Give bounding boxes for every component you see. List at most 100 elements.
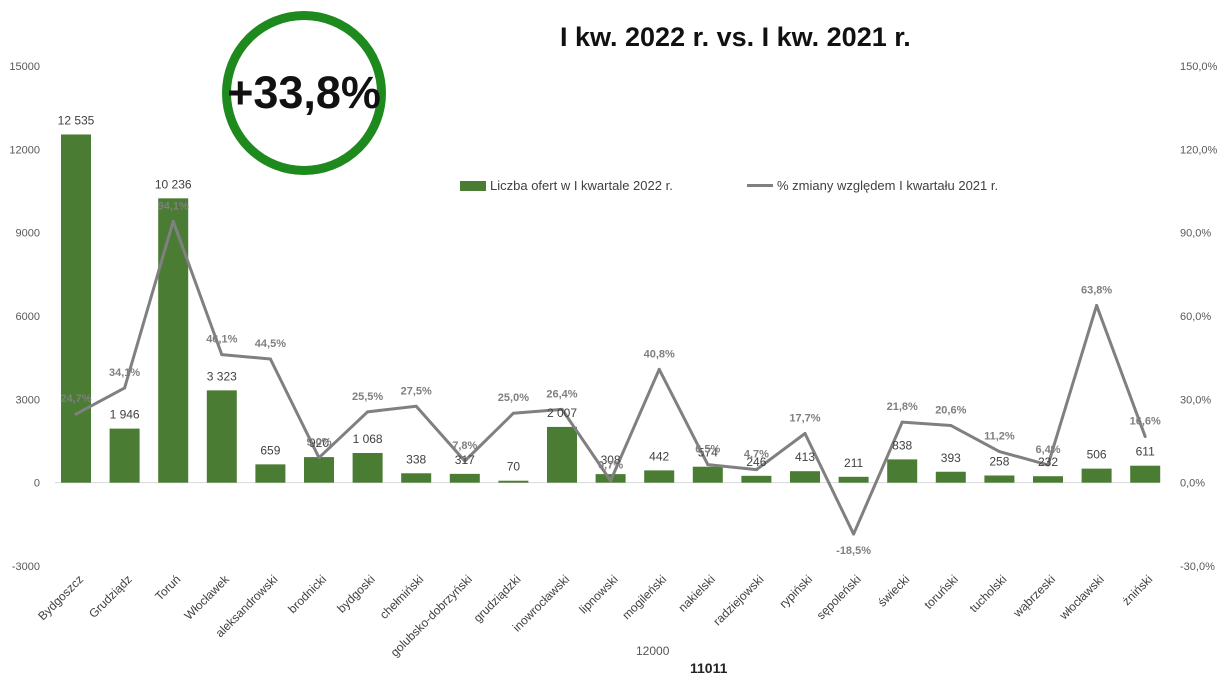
y-left-tick-label: 12000 — [9, 144, 40, 156]
line-point — [123, 386, 127, 390]
line-point — [74, 412, 78, 416]
x-category-label: nakielski — [675, 572, 717, 614]
bar-value-label: 2 007 — [547, 406, 577, 420]
bar-value-label: 317 — [455, 453, 475, 467]
y-right-tick-label: -30,0% — [1180, 561, 1215, 573]
bar — [1130, 465, 1161, 483]
line-value-label: 6,5% — [695, 444, 720, 456]
line-value-label: 46,1% — [206, 334, 237, 346]
line-value-label: 40,8% — [644, 348, 675, 360]
bar-value-label: 1 946 — [110, 408, 140, 422]
x-category-label: włocławski — [1056, 572, 1107, 623]
bar-value-label: 611 — [1136, 445, 1155, 459]
bar-value-label: 442 — [649, 449, 669, 463]
y-right-tick-label: 30,0% — [1180, 394, 1211, 406]
bar — [255, 464, 286, 483]
bar — [935, 471, 966, 483]
bar — [61, 134, 91, 483]
line-point — [997, 450, 1001, 454]
bar-value-label: 413 — [795, 450, 815, 464]
change-badge-value: +33,8% — [227, 67, 381, 118]
y-left-tick-label: 15000 — [9, 61, 40, 73]
bar-value-label: 506 — [1087, 448, 1107, 462]
bar-value-label: 70 — [507, 460, 521, 474]
line-point — [463, 459, 467, 463]
line-value-label: 0,7% — [598, 460, 623, 472]
line-value-label: 21,8% — [887, 401, 918, 413]
line-value-label: 34,1% — [109, 367, 140, 379]
bar-value-label: 12 535 — [58, 113, 95, 127]
bar — [352, 453, 383, 483]
y-left-tick-label: 3000 — [16, 394, 40, 406]
line-value-label: 17,7% — [789, 413, 820, 425]
bar-value-label: 3 323 — [207, 369, 237, 383]
x-category-label: sępoleński — [814, 572, 864, 622]
x-category-label: toruński — [921, 572, 961, 612]
y-right-tick-label: 150,0% — [1180, 61, 1218, 73]
line-point — [511, 411, 515, 415]
y-right-tick-label: 90,0% — [1180, 228, 1211, 240]
bar-value-label: 308 — [601, 453, 621, 467]
x-category-label: Bydgoszcz — [35, 572, 86, 623]
line-point — [803, 432, 807, 435]
bar-value-label: 1 068 — [353, 432, 383, 446]
bar-value-label: 211 — [844, 456, 863, 470]
line-value-label: 4,7% — [744, 449, 769, 461]
bar — [1081, 468, 1112, 483]
line-value-label: 94,1% — [158, 200, 189, 212]
bar — [304, 457, 334, 483]
y-left-tick-label: 6000 — [16, 311, 40, 323]
line-value-label: 44,5% — [255, 338, 286, 350]
line-point — [366, 410, 370, 414]
line-value-label: 24,7% — [60, 393, 91, 405]
bar — [449, 473, 480, 483]
bar — [692, 466, 723, 483]
x-category-label: mogileński — [619, 572, 669, 622]
y-right-tick-label: 60,0% — [1180, 311, 1211, 323]
line-point — [900, 420, 904, 424]
change-badge: +33,8% — [222, 11, 386, 175]
legend-item-line: % zmiany względem I kwartału 2021 r. — [747, 178, 998, 193]
bar — [887, 459, 918, 483]
line-value-label: 16,6% — [1130, 416, 1161, 428]
x-category-label: chełmiński — [377, 572, 427, 622]
bar — [644, 470, 675, 483]
y-right-tick-label: 0,0% — [1180, 478, 1205, 490]
line-value-label: 26,4% — [546, 388, 577, 400]
bar-value-label: 10 236 — [155, 177, 192, 191]
x-category-label: radziejowski — [710, 572, 766, 628]
line-point — [220, 353, 224, 357]
bar — [547, 426, 577, 483]
y-right-tick-label: 120,0% — [1180, 144, 1218, 156]
bar-value-label: 246 — [746, 455, 766, 469]
bar — [790, 471, 820, 483]
bar — [401, 473, 432, 483]
line-point — [706, 463, 710, 467]
line-point — [317, 456, 321, 460]
x-category-label: rypiński — [776, 572, 815, 611]
bar-value-label: 920 — [309, 436, 329, 450]
line-point — [657, 367, 661, 371]
x-category-label: bydgoski — [334, 572, 377, 615]
line-value-label: 9,0% — [306, 437, 331, 449]
bar — [109, 428, 140, 483]
stray-label: 12000 — [636, 644, 670, 658]
bar-value-label: 838 — [892, 438, 912, 452]
bar-value-label: 574 — [698, 446, 718, 460]
x-category-label: Toruń — [152, 572, 183, 603]
line-value-label: 27,5% — [401, 385, 432, 397]
x-category-label: wąbrzeski — [1010, 572, 1058, 620]
line-value-label: 6,4% — [1035, 444, 1060, 456]
bar-value-label: 258 — [989, 455, 1009, 469]
legend-item-bars: Liczba ofert w I kwartale 2022 r. — [460, 178, 673, 193]
line-point — [1143, 435, 1147, 439]
x-category-label: golubsko-dobrzyński — [388, 572, 475, 659]
x-category-label: Grudziądz — [86, 572, 135, 621]
bar — [498, 480, 529, 483]
line-value-label: -18,5% — [836, 545, 871, 557]
bar-value-label: 393 — [941, 451, 961, 465]
x-category-label: lipnowski — [576, 572, 620, 616]
line-point — [171, 219, 175, 223]
x-category-label: brodnicki — [285, 572, 329, 616]
